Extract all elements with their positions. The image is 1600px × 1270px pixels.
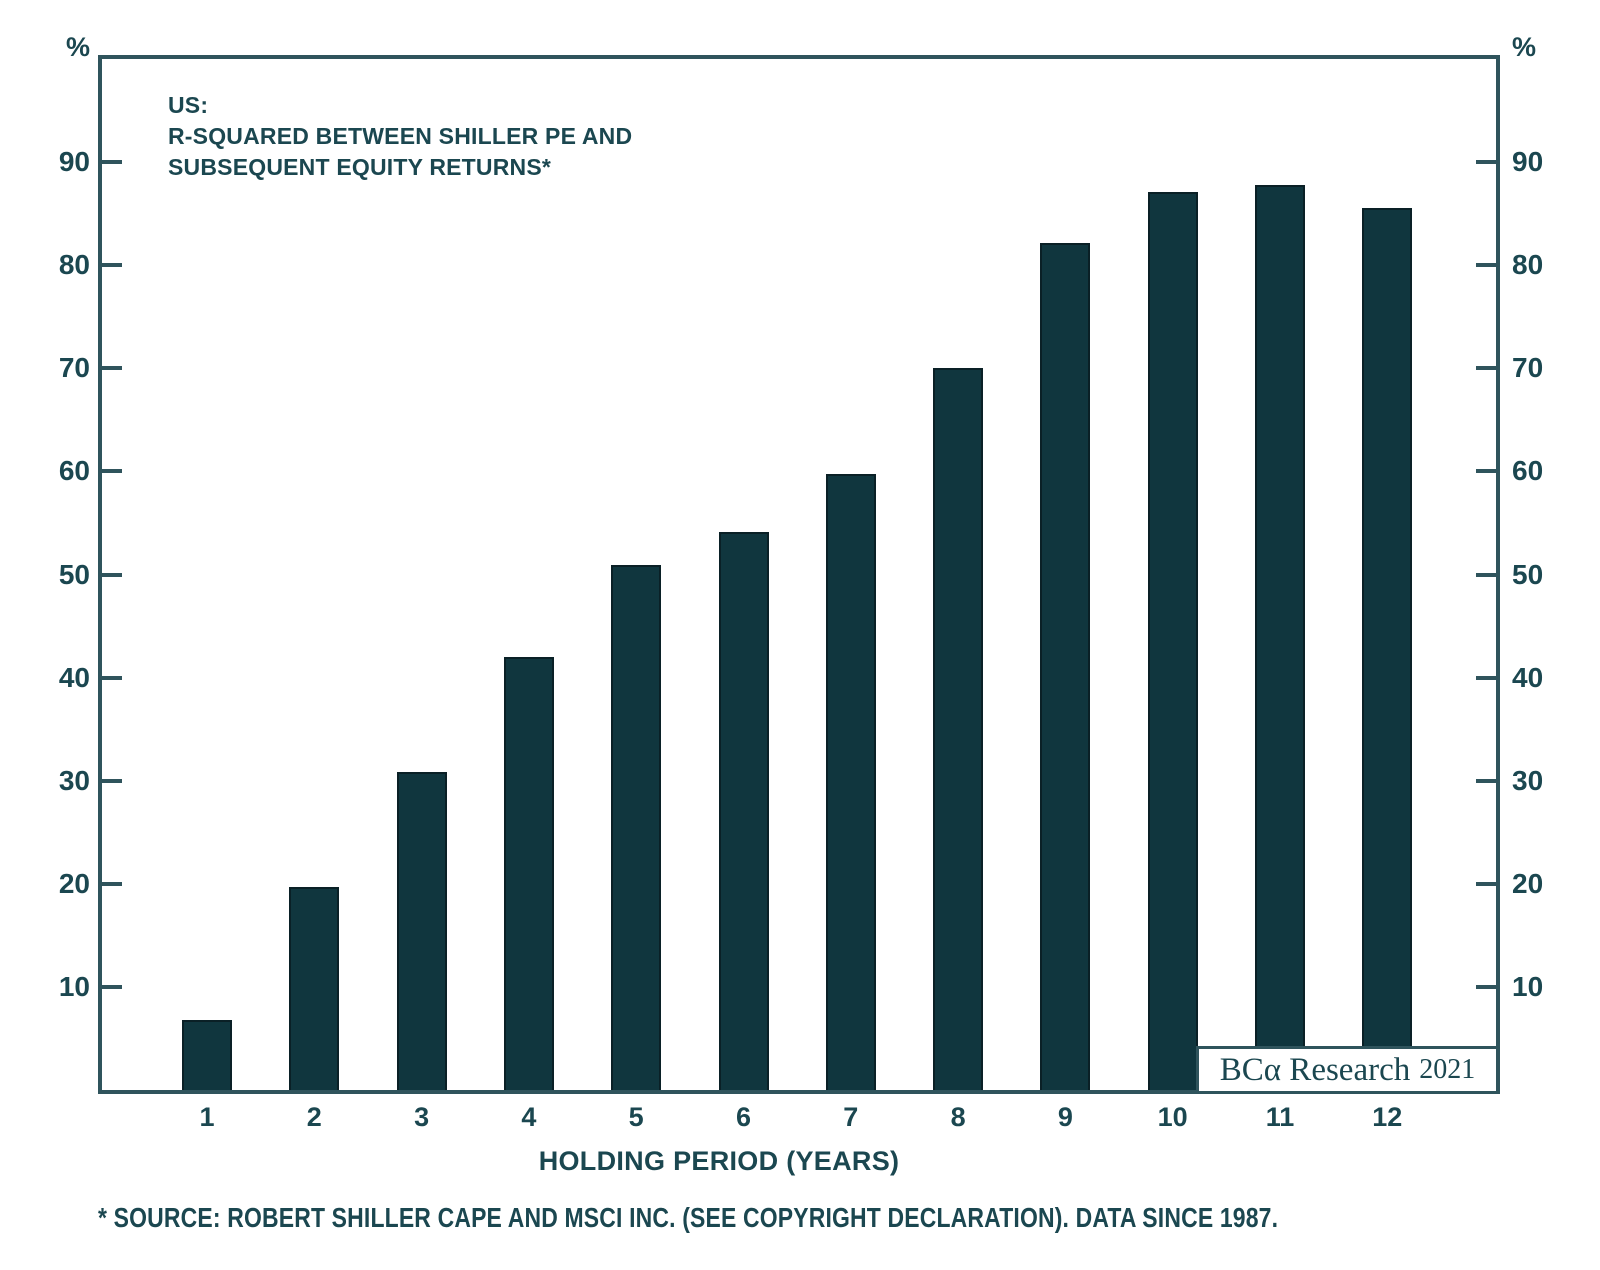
y-tick-left-60 — [102, 469, 122, 474]
y-axis-unit-left: % — [65, 32, 90, 62]
chart-title: US: R-SQUARED BETWEEN SHILLER PE AND SUB… — [168, 90, 632, 183]
chart-title-line-1: US: — [168, 92, 209, 118]
y-tick-right-70 — [1476, 366, 1496, 371]
y-tick-left-70 — [102, 366, 122, 371]
x-tick-label-12: 12 — [1372, 1102, 1403, 1132]
y-tick-right-60 — [1476, 469, 1496, 474]
bar-year-9 — [1040, 243, 1091, 1090]
y-tick-label-left-30: 30 — [58, 764, 90, 796]
chart-title-line-2: R-SQUARED BETWEEN SHILLER PE AND — [168, 123, 633, 149]
x-tick-label-4: 4 — [521, 1102, 537, 1132]
y-tick-right-10 — [1476, 984, 1496, 989]
x-tick-label-3: 3 — [414, 1102, 430, 1132]
y-axis-unit-right: % — [1512, 32, 1537, 62]
y-tick-label-left-10: 10 — [58, 970, 90, 1002]
y-tick-left-40 — [102, 675, 122, 680]
y-tick-label-left-20: 20 — [58, 867, 90, 899]
y-tick-left-50 — [102, 572, 122, 577]
y-tick-right-20 — [1476, 881, 1496, 886]
y-tick-label-left-80: 80 — [58, 249, 90, 281]
y-tick-right-80 — [1476, 263, 1496, 268]
bar-year-5 — [611, 565, 662, 1090]
x-tick-label-5: 5 — [628, 1102, 644, 1132]
x-tick-label-1: 1 — [199, 1102, 215, 1132]
bar-year-2 — [289, 887, 340, 1090]
y-tick-label-right-90: 90 — [1512, 146, 1544, 178]
y-tick-right-30 — [1476, 778, 1496, 783]
y-tick-label-right-10: 10 — [1512, 970, 1544, 1002]
y-tick-label-right-40: 40 — [1512, 661, 1544, 693]
y-tick-left-30 — [102, 778, 122, 783]
bar-year-1 — [182, 1020, 232, 1090]
chart-title-line-3: SUBSEQUENT EQUITY RETURNS* — [168, 154, 552, 180]
y-tick-label-right-20: 20 — [1512, 867, 1544, 899]
x-tick-label-7: 7 — [843, 1102, 859, 1132]
x-tick-label-11: 11 — [1265, 1102, 1295, 1132]
y-tick-label-right-30: 30 — [1512, 764, 1544, 796]
bca-research-logo: BCα Research — [1219, 1051, 1411, 1088]
plot-area — [98, 55, 1500, 1094]
y-tick-label-right-60: 60 — [1512, 455, 1544, 487]
x-tick-label-9: 9 — [1057, 1102, 1073, 1132]
bar-year-11 — [1255, 185, 1305, 1090]
source-footnote: * SOURCE: ROBERT SHILLER CAPE AND MSCI I… — [98, 1202, 1279, 1233]
y-tick-left-90 — [102, 160, 122, 165]
y-tick-left-80 — [102, 263, 122, 268]
y-tick-label-left-50: 50 — [58, 558, 90, 590]
y-tick-right-90 — [1476, 160, 1496, 165]
x-tick-label-8: 8 — [950, 1102, 966, 1132]
y-tick-label-left-90: 90 — [58, 146, 90, 178]
bar-year-4 — [503, 657, 554, 1090]
y-tick-right-40 — [1476, 675, 1496, 680]
watermark-year: 2021 — [1419, 1054, 1476, 1085]
x-tick-label-2: 2 — [306, 1102, 322, 1132]
bar-year-8 — [933, 368, 984, 1090]
bar-year-6 — [718, 532, 769, 1090]
y-tick-label-left-70: 70 — [58, 352, 90, 384]
y-tick-label-right-70: 70 — [1512, 352, 1544, 384]
y-tick-right-50 — [1476, 572, 1496, 577]
y-tick-label-right-80: 80 — [1512, 249, 1544, 281]
watermark-box: BCα Research 2021 — [1196, 1046, 1499, 1094]
x-axis-title: HOLDING PERIOD (YEARS) — [538, 1146, 900, 1176]
bar-year-7 — [825, 474, 876, 1090]
y-tick-left-20 — [102, 881, 122, 886]
y-tick-label-left-40: 40 — [58, 661, 90, 693]
bar-year-12 — [1362, 208, 1413, 1090]
x-tick-label-10: 10 — [1157, 1102, 1188, 1132]
bar-year-10 — [1147, 192, 1198, 1090]
y-tick-label-left-60: 60 — [58, 455, 90, 487]
y-tick-label-right-50: 50 — [1512, 558, 1544, 590]
x-tick-label-6: 6 — [735, 1102, 752, 1132]
bar-year-3 — [396, 772, 447, 1090]
y-tick-left-10 — [102, 984, 122, 989]
